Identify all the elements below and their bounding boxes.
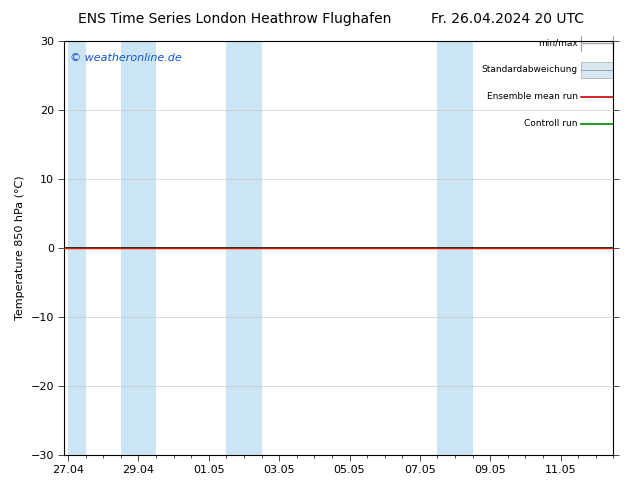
Bar: [437, 41, 473, 455]
Text: Ensemble mean run: Ensemble mean run: [487, 93, 578, 101]
Text: © weatheronline.de: © weatheronline.de: [70, 53, 182, 64]
Bar: [121, 41, 156, 455]
Text: Standardabweichung: Standardabweichung: [482, 66, 578, 74]
Bar: [581, 62, 613, 78]
Text: min/max: min/max: [538, 39, 578, 48]
Text: Controll run: Controll run: [524, 119, 578, 128]
Y-axis label: Temperature 850 hPa (°C): Temperature 850 hPa (°C): [15, 175, 25, 320]
Bar: [226, 41, 262, 455]
Text: ENS Time Series London Heathrow Flughafen: ENS Time Series London Heathrow Flughafe…: [78, 12, 391, 26]
Text: Fr. 26.04.2024 20 UTC: Fr. 26.04.2024 20 UTC: [430, 12, 584, 26]
Bar: [68, 41, 86, 455]
